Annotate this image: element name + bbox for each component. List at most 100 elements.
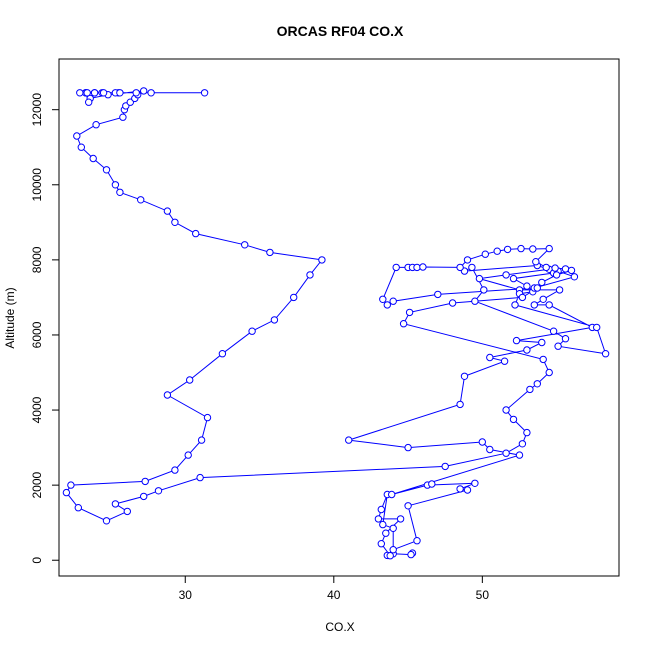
data-point: [270, 316, 279, 324]
chart-title: ORCAS RF04 CO.X: [277, 23, 404, 39]
data-point: [529, 245, 537, 253]
data-point: [374, 515, 383, 523]
data-point: [539, 295, 547, 303]
data-point: [538, 338, 546, 347]
data-point: [567, 266, 576, 275]
data-point: [533, 284, 541, 292]
data-point: [456, 485, 464, 493]
data-point: [570, 273, 579, 281]
data-point: [518, 293, 527, 302]
data-point: [515, 451, 524, 459]
data-point: [111, 500, 120, 508]
data-point: [203, 413, 212, 422]
data-point: [471, 297, 479, 305]
data-point: [147, 89, 155, 97]
data-point: [399, 320, 408, 328]
data-point: [542, 263, 550, 272]
data-point: [248, 327, 256, 335]
data-point: [561, 335, 570, 343]
data-point: [306, 271, 314, 279]
data-point: [448, 299, 457, 307]
data-point: [83, 89, 91, 97]
series-line: [65, 90, 607, 557]
data-point: [62, 488, 71, 497]
data-point: [509, 274, 518, 283]
data-point: [419, 263, 427, 271]
data-point: [383, 301, 391, 309]
data-point: [475, 274, 484, 283]
data-point: [539, 355, 547, 364]
data-point: [76, 89, 84, 97]
data-point: [511, 301, 519, 309]
data-point: [192, 229, 200, 238]
x-tick-label: 30: [179, 588, 193, 602]
data-point: [512, 336, 521, 345]
x-axis: 30 40 50: [179, 575, 490, 602]
data-point: [154, 487, 163, 495]
data-point: [290, 293, 298, 302]
data-point: [140, 492, 148, 501]
data-point: [102, 517, 111, 525]
y-tick-label: 2000: [30, 471, 44, 498]
data-point: [74, 504, 83, 512]
data-point: [517, 244, 525, 253]
data-point: [379, 520, 387, 529]
data-point: [601, 350, 610, 358]
data-point: [486, 353, 494, 362]
data-point: [318, 256, 326, 264]
data-point: [171, 218, 179, 227]
data-point: [486, 445, 494, 454]
data-point: [530, 301, 538, 309]
data-point: [171, 466, 179, 474]
data-point: [509, 415, 518, 424]
data-point: [379, 295, 387, 303]
data-point: [116, 89, 124, 97]
data-point: [141, 477, 149, 486]
data-point: [523, 346, 531, 354]
data-point: [502, 271, 510, 279]
data-point: [407, 550, 415, 559]
data-point: [503, 245, 512, 254]
data-point: [396, 515, 405, 523]
data-point: [404, 502, 412, 510]
data-point: [552, 271, 561, 279]
data-point: [404, 443, 412, 452]
data-point: [140, 87, 148, 95]
y-tick-label: 8000: [30, 246, 44, 273]
data-point: [463, 256, 472, 264]
data-point: [526, 385, 534, 394]
data-point: [377, 505, 385, 514]
x-tick-label: 50: [476, 588, 490, 602]
data-point: [463, 486, 472, 494]
data-point: [67, 481, 75, 489]
x-tick-label: 40: [327, 588, 341, 602]
data-point: [389, 524, 397, 532]
data-point: [382, 529, 390, 537]
data-point: [471, 479, 479, 487]
data-point: [549, 327, 558, 335]
y-axis-label: Altitude (m): [3, 287, 17, 348]
data-point: [456, 263, 464, 272]
data-point: [377, 540, 385, 548]
data-point: [405, 308, 414, 317]
data-point: [456, 400, 464, 409]
data-point: [102, 166, 111, 174]
data-point: [184, 451, 192, 459]
data-point: [89, 154, 97, 163]
y-tick-label: 6000: [30, 321, 44, 348]
y-tick-label: 12000: [30, 93, 44, 127]
data-point: [434, 290, 442, 299]
data-point: [538, 278, 546, 287]
data-point: [593, 323, 601, 332]
y-tick-label: 10000: [30, 168, 44, 202]
data-point: [500, 357, 509, 365]
data-point: [163, 391, 172, 399]
data-point: [197, 436, 206, 444]
data-point: [73, 132, 81, 140]
data-point: [523, 282, 531, 290]
data-point: [493, 247, 501, 255]
data-point: [389, 546, 397, 554]
data-point: [92, 121, 100, 129]
data-point: [241, 241, 249, 249]
data-point: [523, 428, 531, 437]
